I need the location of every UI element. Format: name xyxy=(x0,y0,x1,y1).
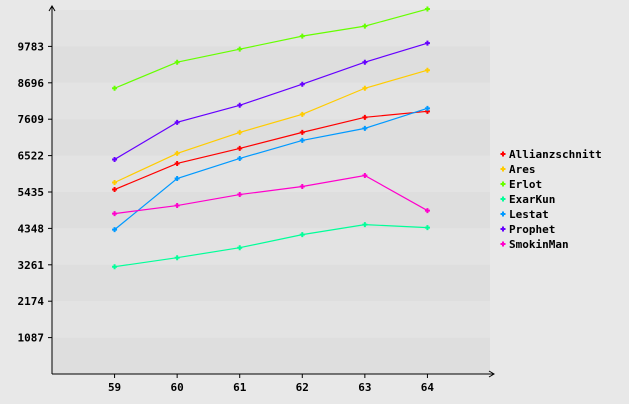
series-line-ares xyxy=(114,69,428,184)
data-point xyxy=(174,160,180,166)
data-point xyxy=(424,105,430,111)
data-point xyxy=(237,46,243,52)
y-tick-label: 9783 xyxy=(18,40,45,53)
y-tick-label: 4348 xyxy=(18,222,45,235)
data-point xyxy=(299,111,305,117)
y-tick-label: 5435 xyxy=(18,186,45,199)
x-tick-label: 62 xyxy=(296,381,309,394)
data-point xyxy=(112,264,118,270)
y-tick-label: 1087 xyxy=(18,332,45,345)
x-tick-label: 59 xyxy=(108,381,121,394)
data-point xyxy=(299,184,305,190)
legend-label: Allianzschnitt xyxy=(509,148,602,161)
series-line-exarkun xyxy=(114,224,428,268)
data-point xyxy=(362,172,368,178)
legend-label: Lestat xyxy=(509,208,549,221)
data-point xyxy=(424,6,430,12)
data-point xyxy=(237,129,243,135)
y-axis-ticks: 1087 2174 3261 4348 5435 6522 7609 8696 9783 xyxy=(18,40,52,345)
data-point xyxy=(299,33,305,39)
x-axis-arrow xyxy=(488,370,495,378)
series-line-erlot xyxy=(114,8,428,89)
x-axis-ticks: 59 60 61 62 63 64 xyxy=(108,374,434,394)
grid-band xyxy=(52,46,490,83)
y-tick-label: 7609 xyxy=(18,113,45,126)
data-point xyxy=(299,81,305,87)
data-point xyxy=(237,192,243,198)
series-lines xyxy=(112,6,430,270)
data-point xyxy=(424,225,430,231)
legend-marker-icon xyxy=(500,226,506,232)
legend-marker-icon xyxy=(500,151,506,157)
data-point xyxy=(237,155,243,161)
data-point xyxy=(174,150,180,156)
series-line-prophet xyxy=(114,42,428,160)
data-point xyxy=(299,137,305,143)
data-point xyxy=(112,227,118,233)
y-tick-label: 6522 xyxy=(18,150,45,163)
data-point xyxy=(424,40,430,46)
data-point xyxy=(174,176,180,182)
legend-label: Erlot xyxy=(509,178,542,191)
y-tick-label: 3261 xyxy=(18,259,45,272)
x-tick-label: 64 xyxy=(421,381,435,394)
data-point xyxy=(424,67,430,73)
y-tick-label: 8696 xyxy=(18,77,45,90)
grid-band xyxy=(52,337,490,374)
grid-band xyxy=(52,192,490,229)
data-point xyxy=(424,208,430,214)
data-point xyxy=(174,59,180,65)
y-tick-label: 2174 xyxy=(18,295,45,308)
data-point xyxy=(237,145,243,151)
grid-band xyxy=(52,119,490,156)
data-point xyxy=(112,187,118,193)
x-tick-label: 60 xyxy=(171,381,184,394)
legend: Allianzschnitt Ares Erlot ExarKun Lestat Prop… xyxy=(500,148,602,251)
legend-marker-icon xyxy=(500,196,506,202)
data-point xyxy=(174,119,180,125)
series-line-lestat xyxy=(114,107,428,231)
x-tick-label: 61 xyxy=(233,381,247,394)
legend-label: Prophet xyxy=(509,223,555,236)
grid-band xyxy=(52,301,490,338)
data-point xyxy=(362,222,368,228)
data-point xyxy=(112,156,118,162)
axes xyxy=(48,5,495,378)
data-point xyxy=(362,125,368,131)
grid-bands xyxy=(52,10,490,374)
grid-band xyxy=(52,228,490,265)
legend-marker-icon xyxy=(500,166,506,172)
data-point xyxy=(362,23,368,29)
y-axis-arrow xyxy=(48,5,56,12)
legend-label: ExarKun xyxy=(509,193,555,206)
data-point xyxy=(112,179,118,185)
data-point xyxy=(174,255,180,261)
data-point xyxy=(112,85,118,91)
legend-marker-icon xyxy=(500,241,506,247)
grid-band xyxy=(52,155,490,192)
grid-band xyxy=(52,10,490,47)
data-point xyxy=(237,245,243,251)
legend-label: Ares xyxy=(509,163,536,176)
data-point xyxy=(112,211,118,217)
data-point xyxy=(237,102,243,108)
grid-band xyxy=(52,82,490,120)
x-tick-label: 63 xyxy=(358,381,371,394)
legend-marker-icon xyxy=(500,181,506,187)
data-point xyxy=(362,59,368,65)
data-point xyxy=(362,85,368,91)
series-line-smokinman xyxy=(114,174,428,215)
data-point xyxy=(299,129,305,135)
data-point xyxy=(299,232,305,238)
legend-marker-icon xyxy=(500,211,506,217)
legend-label: SmokinMan xyxy=(509,238,569,251)
data-point xyxy=(174,203,180,209)
data-point xyxy=(362,114,368,120)
grid-band xyxy=(52,264,490,302)
series-line-allianzschnitt xyxy=(114,110,428,191)
